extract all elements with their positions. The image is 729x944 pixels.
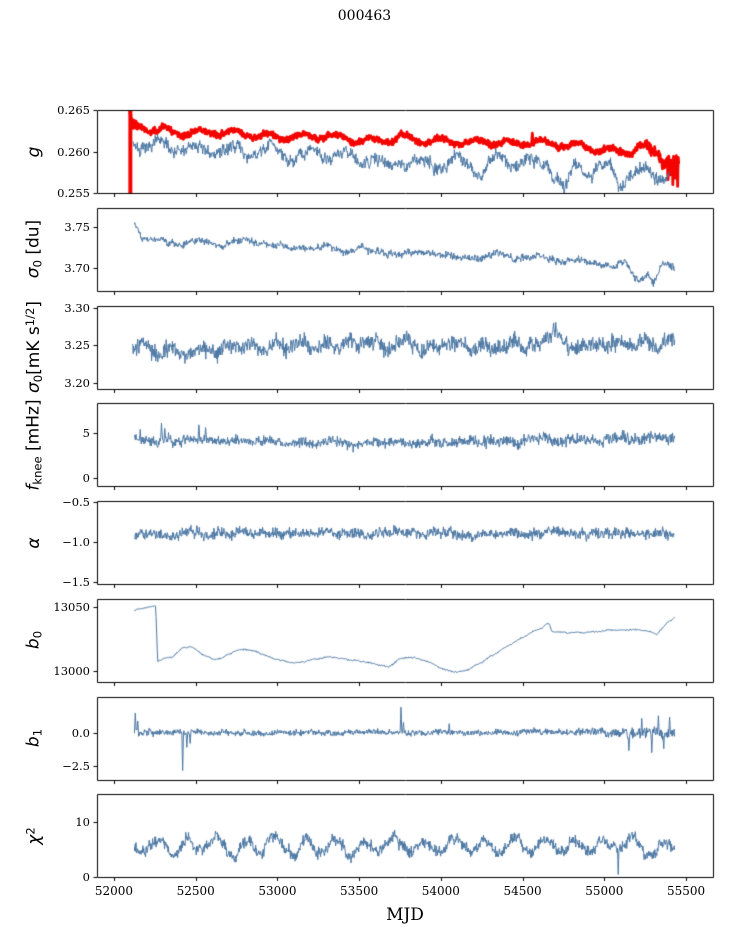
- figure-title: 000463: [337, 8, 392, 24]
- x-axis-label: MJD: [386, 905, 424, 925]
